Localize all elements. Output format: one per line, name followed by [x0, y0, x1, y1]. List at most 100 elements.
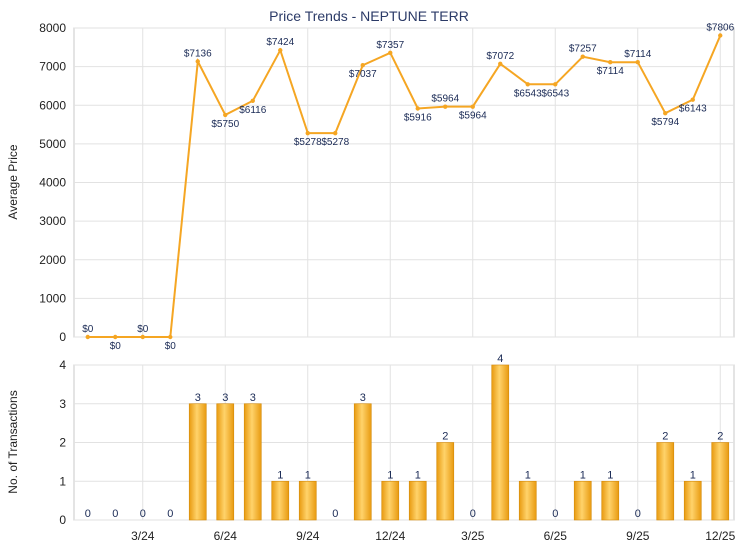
transaction-count-label: 3: [195, 392, 201, 404]
price-line: [87, 35, 722, 338]
price-point: [388, 50, 393, 56]
price-point: [305, 130, 310, 136]
price-y-tick-label: 6000: [39, 98, 66, 112]
price-point: [525, 82, 530, 87]
price-point: [113, 334, 118, 340]
chart-title: Price Trends - NEPTUNE TERR: [269, 8, 469, 24]
x-tick-label: 3/25: [461, 529, 485, 543]
price-point: [140, 334, 145, 340]
transaction-count-label: 1: [305, 469, 311, 481]
price-y-axis-label: Average Price: [6, 144, 20, 219]
transaction-count-label: 0: [332, 508, 338, 520]
transaction-count-label: 4: [497, 353, 503, 365]
price-point: [663, 111, 668, 116]
price-y-tick-label: 2000: [39, 253, 66, 267]
transaction-bar: [353, 403, 372, 521]
price-panel: 0 1000 2000 3000 4000 5000 6000 7000 8000 $0 $0 $0 $…: [39, 21, 734, 352]
price-data-label: $5964: [431, 94, 459, 105]
x-tick-label: 12/24: [375, 529, 405, 543]
price-data-label: $7257: [569, 44, 597, 55]
transaction-count-label: 0: [470, 508, 476, 520]
transaction-bar: [243, 403, 262, 521]
transaction-bar: [216, 403, 235, 521]
transaction-count-label: 0: [112, 508, 118, 520]
price-point: [443, 104, 448, 109]
transaction-count-label: 1: [607, 469, 613, 481]
price-data-label: $5964: [459, 111, 487, 122]
price-point: [415, 106, 420, 111]
price-data-label: $5278: [321, 137, 349, 148]
transaction-count-label: 0: [85, 508, 91, 520]
price-point: [250, 98, 255, 103]
price-y-tick-label: 1000: [39, 291, 66, 305]
price-data-label: $7424: [266, 37, 294, 48]
price-data-label: $0: [110, 341, 122, 352]
transaction-count-label: 1: [277, 469, 283, 481]
transaction-bar: [436, 442, 455, 521]
transactions-y-tick-label: 3: [59, 397, 66, 411]
transaction-count-label: 1: [525, 469, 531, 481]
price-point: [333, 130, 338, 136]
price-point: [553, 82, 558, 87]
transactions-y-tick-label: 4: [59, 358, 66, 372]
price-data-label: $0: [137, 324, 149, 335]
transaction-count-label: 0: [140, 508, 146, 520]
price-y-tick-label: 8000: [39, 21, 66, 35]
price-point: [85, 334, 90, 340]
transaction-bar: [518, 480, 537, 521]
price-data-label: $7806: [706, 22, 734, 33]
price-data-label: $7114: [624, 49, 652, 60]
transactions-y-tick-label: 1: [59, 474, 66, 488]
transaction-count-label: 0: [167, 508, 173, 520]
transaction-bar: [298, 480, 317, 521]
transaction-bar: [491, 364, 510, 521]
price-data-label: $7357: [376, 40, 404, 51]
transaction-bar: [573, 480, 592, 521]
price-data-label: $5278: [294, 137, 322, 148]
x-tick-label: 12/25: [705, 529, 735, 543]
transaction-count-label: 1: [690, 469, 696, 481]
price-point: [168, 334, 173, 340]
price-y-tick-label: 7000: [39, 60, 66, 74]
transactions-y-axis-label: No. of Transactions: [6, 390, 20, 493]
price-data-label: $6116: [239, 105, 267, 116]
price-point: [278, 48, 283, 53]
price-data-label: $5794: [651, 117, 679, 128]
transaction-count-label: 2: [717, 431, 723, 443]
transaction-bar: [408, 480, 427, 521]
transaction-bar: [271, 480, 290, 521]
x-tick-label: 6/24: [214, 529, 238, 543]
transaction-bar: [601, 480, 620, 521]
transactions-y-tick-label: 2: [59, 436, 66, 450]
price-point: [718, 33, 723, 38]
price-data-label: $7072: [486, 51, 514, 62]
price-point: [470, 104, 475, 109]
price-y-tick-label: 5000: [39, 137, 66, 151]
price-data-label: $7114: [597, 66, 625, 77]
transaction-bar: [188, 403, 207, 521]
price-point: [608, 60, 613, 65]
x-tick-label: 9/25: [626, 529, 650, 543]
transaction-count-label: 1: [387, 469, 393, 481]
price-point: [360, 62, 365, 68]
transaction-count-label: 0: [635, 508, 641, 520]
price-point: [690, 97, 695, 102]
price-point: [498, 61, 503, 67]
transaction-count-label: 0: [552, 508, 558, 520]
price-data-label: $6543: [541, 88, 569, 99]
transaction-bar: [381, 480, 400, 521]
price-point: [635, 60, 640, 65]
transaction-count-label: 3: [250, 392, 256, 404]
transaction-count-label: 1: [580, 469, 586, 481]
transaction-count-label: 3: [360, 392, 366, 404]
transaction-bar: [656, 442, 675, 521]
price-y-tick-label: 3000: [39, 214, 66, 228]
transactions-y-tick-label: 0: [59, 513, 66, 527]
transaction-count-label: 3: [222, 392, 228, 404]
price-y-tick-label: 4000: [39, 176, 66, 190]
transaction-bar: [683, 480, 702, 521]
transaction-count-label: 1: [415, 469, 421, 481]
price-data-label: $0: [82, 324, 94, 335]
